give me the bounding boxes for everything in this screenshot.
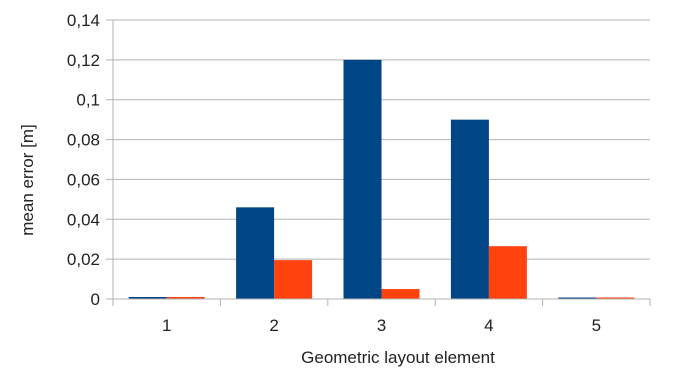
y-tick-label: 0,08 (67, 131, 100, 150)
y-tick-label: 0,06 (67, 170, 100, 189)
bar-series-1-category-4 (451, 120, 489, 299)
y-tick-label: 0,04 (67, 210, 100, 229)
y-tick-label: 0,02 (67, 250, 100, 269)
bar-series-1-category-2 (236, 207, 274, 299)
bar-series-2-category-4 (489, 246, 527, 299)
y-axis-title: mean error [m] (18, 124, 37, 235)
x-axis-title: Geometric layout element (301, 348, 495, 367)
y-tick-label: 0,12 (67, 51, 100, 70)
x-tick-label: 1 (162, 316, 171, 335)
x-tick-label: 3 (377, 316, 386, 335)
x-tick-label: 2 (269, 316, 278, 335)
bar-series-2-category-2 (274, 260, 312, 299)
y-tick-label: 0,1 (76, 91, 100, 110)
bar-series-2-category-3 (382, 289, 420, 299)
x-tick-label: 5 (592, 316, 601, 335)
y-tick-label: 0 (91, 290, 100, 309)
y-tick-label: 0,14 (67, 11, 100, 30)
x-tick-label: 4 (484, 316, 493, 335)
bar-series-1-category-3 (344, 60, 382, 299)
